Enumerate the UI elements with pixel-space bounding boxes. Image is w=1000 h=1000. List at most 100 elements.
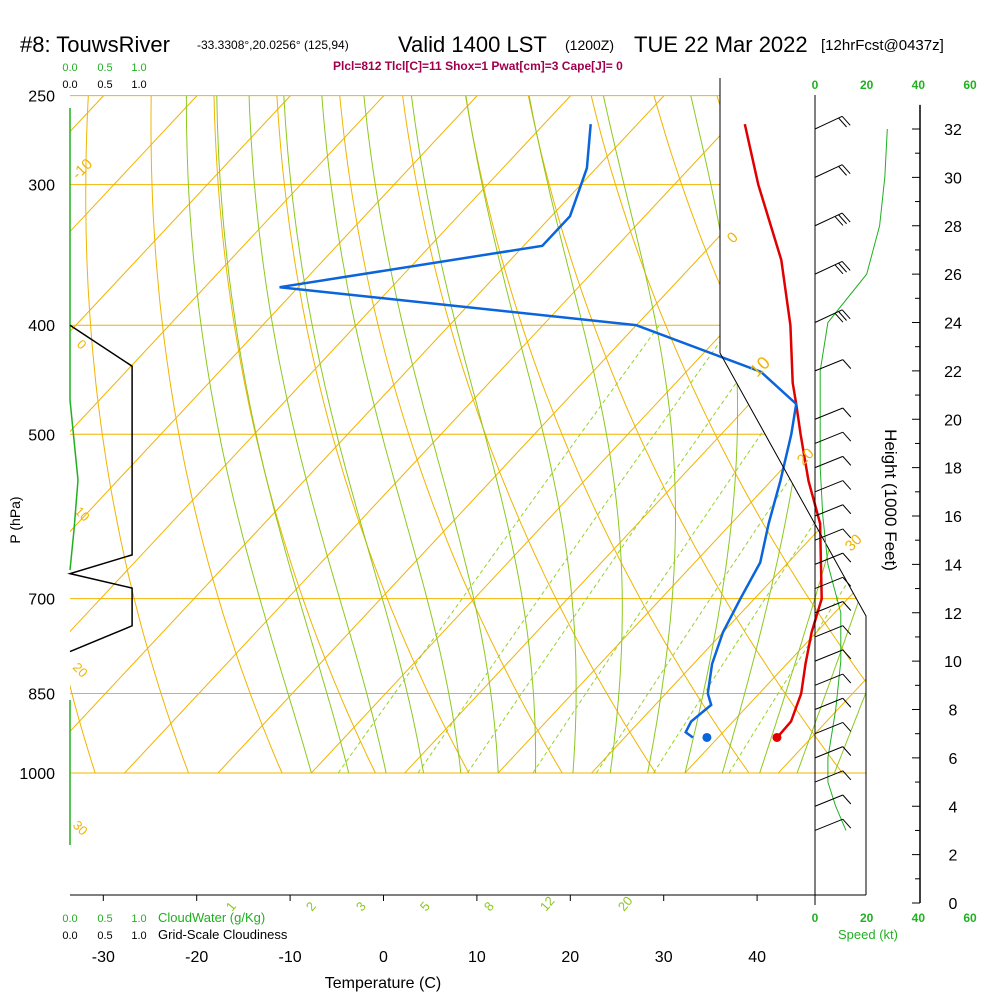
height-tick-label: 24 bbox=[944, 316, 962, 333]
wind-barb-shaft bbox=[814, 528, 844, 541]
speed-top-tick: 20 bbox=[860, 78, 874, 92]
height-tick-label: 28 bbox=[944, 219, 962, 236]
wind-speed-curve bbox=[819, 128, 888, 831]
surface-temperature-dot bbox=[772, 732, 782, 742]
mixing-ratio-line bbox=[417, 324, 733, 774]
wind-barb-feather bbox=[841, 115, 851, 126]
speed-bottom-tick: 40 bbox=[912, 911, 926, 925]
isotherm-line bbox=[70, 95, 291, 774]
wind-barb bbox=[814, 721, 852, 735]
mixing-ratio-label: 5 bbox=[417, 899, 433, 914]
height-tick-label: 12 bbox=[944, 606, 962, 623]
cloudiness-profile bbox=[67, 324, 133, 653]
moist-adiabat-label: 20 bbox=[70, 660, 91, 681]
wind-barb-feather bbox=[838, 262, 847, 273]
moist-adiabat bbox=[216, 95, 350, 774]
wind-barb-feather bbox=[838, 166, 847, 176]
dry-adiabat bbox=[0, 96, 2, 773]
cloudwater-label: CloudWater (g/Kg) bbox=[158, 910, 265, 925]
cloudiness-top-tick: 0.0 bbox=[62, 79, 77, 91]
forecast-info: [12hrFcst@0437z] bbox=[821, 37, 944, 54]
mixing-ratio-label: 12 bbox=[537, 893, 558, 914]
dry-adiabat-label: 0 bbox=[724, 229, 742, 247]
height-tick-label: 8 bbox=[949, 703, 958, 720]
wind-barb bbox=[814, 818, 852, 831]
cloudwater-bottom-tick: 0.0 bbox=[62, 913, 77, 925]
pressure-tick-label: 1000 bbox=[19, 766, 55, 783]
wind-barb-feather bbox=[834, 216, 844, 226]
wind-barb bbox=[814, 770, 852, 783]
wind-barb-feather bbox=[841, 309, 851, 320]
temperature-tick-label: 0 bbox=[379, 949, 388, 966]
mixing-ratio-line bbox=[728, 324, 866, 774]
dry-adiabat-label: 30 bbox=[842, 531, 866, 555]
dewpoint-profile bbox=[279, 123, 798, 739]
isotherm-line bbox=[70, 95, 478, 774]
speed-top-tick: 60 bbox=[963, 78, 977, 92]
wind-barb bbox=[814, 504, 852, 517]
temperature-tick-label: 10 bbox=[468, 949, 486, 966]
wind-barb-feather bbox=[842, 722, 852, 732]
moist-adiabat bbox=[528, 95, 623, 774]
height-tick-label: 20 bbox=[944, 412, 962, 429]
pressure-tick-label: 850 bbox=[28, 687, 55, 704]
height-tick-label: 30 bbox=[944, 170, 962, 187]
isotherm-line bbox=[70, 95, 665, 774]
temperature-tick-label: 30 bbox=[655, 949, 673, 966]
isotherm-line bbox=[965, 96, 1000, 773]
wind-barb bbox=[814, 601, 852, 614]
cloudiness-top-tick: 0.5 bbox=[97, 79, 112, 91]
surface-dewpoint-dot bbox=[702, 732, 712, 742]
isotherm-line bbox=[684, 95, 866, 774]
moist-adiabat-label: 30 bbox=[70, 818, 91, 839]
temperature-tick-label: -30 bbox=[92, 949, 115, 966]
height-axis-label: Height (1000 Feet) bbox=[881, 429, 900, 571]
moist-adiabat bbox=[602, 95, 676, 774]
wind-barb-feather bbox=[842, 601, 852, 611]
wind-barb-feather bbox=[842, 359, 852, 369]
height-tick-label: 10 bbox=[944, 654, 962, 671]
wind-barb-shaft bbox=[814, 212, 843, 227]
wind-barb-shaft bbox=[814, 260, 843, 275]
wind-barb bbox=[814, 528, 852, 541]
pressure-tick-label: 250 bbox=[28, 89, 55, 106]
speed-label: Speed (kt) bbox=[838, 927, 898, 942]
mixing-ratio-line bbox=[653, 324, 866, 774]
dry-adiabat bbox=[213, 95, 376, 774]
pressure-tick-label: 400 bbox=[28, 318, 55, 335]
temperature-tick-label: -10 bbox=[279, 949, 302, 966]
moist-adiabat bbox=[363, 95, 499, 774]
wind-barb-feather bbox=[838, 117, 847, 128]
wind-barb bbox=[814, 480, 852, 493]
speed-bottom-tick: 0 bbox=[812, 911, 819, 925]
wind-barb-feather bbox=[838, 214, 847, 225]
dry-adiabat-label: 10 bbox=[746, 353, 774, 381]
wind-barb bbox=[814, 407, 852, 420]
wind-barb bbox=[814, 794, 852, 807]
wind-barb-feather bbox=[842, 794, 852, 805]
moist-adiabat bbox=[248, 95, 387, 774]
wind-barb-feather bbox=[842, 697, 852, 708]
height-tick-label: 4 bbox=[949, 799, 958, 816]
utc-time: (1200Z) bbox=[565, 37, 614, 53]
pressure-tick-label: 500 bbox=[28, 427, 55, 444]
pressure-tick-label: 300 bbox=[28, 178, 55, 195]
dry-adiabat bbox=[85, 95, 190, 774]
wind-barb-feather bbox=[842, 504, 852, 515]
height-tick-label: 0 bbox=[949, 896, 958, 913]
pressure-tick-label: 700 bbox=[28, 592, 55, 609]
isotherm-line bbox=[591, 95, 866, 774]
background-grid bbox=[0, 95, 1000, 774]
wind-barb-feather bbox=[842, 456, 852, 466]
isotherm-line bbox=[404, 95, 866, 774]
wind-barb bbox=[814, 164, 851, 178]
height-tick-label: 14 bbox=[944, 557, 962, 574]
wind-barb bbox=[814, 576, 852, 590]
wind-barb bbox=[814, 260, 851, 275]
x-axis-label: Temperature (C) bbox=[325, 975, 441, 992]
dry-adiabat bbox=[402, 95, 657, 774]
speed-bottom-tick: 20 bbox=[860, 911, 874, 925]
sounding-profiles bbox=[279, 123, 823, 742]
wind-barb-feather bbox=[842, 770, 852, 781]
plot-frame-right bbox=[719, 78, 867, 895]
